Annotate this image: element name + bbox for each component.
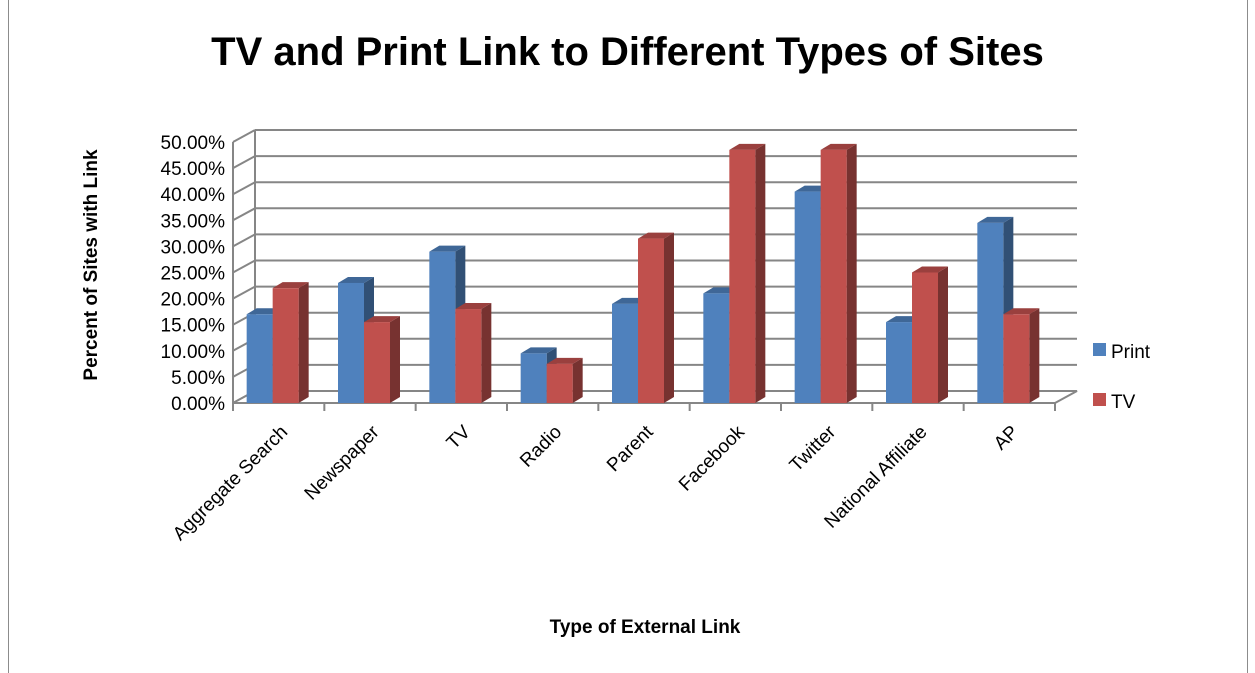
x-tick-label: AP xyxy=(990,422,1023,455)
side-gridline xyxy=(232,259,256,274)
bars xyxy=(246,143,1040,403)
x-tick-label: Aggregate Search xyxy=(169,422,292,545)
legend-swatch-tv xyxy=(1093,393,1106,406)
side-gridline xyxy=(232,285,256,300)
chart-frame xyxy=(8,0,1248,673)
y-tick-label: 5.00% xyxy=(171,368,225,389)
bar-tv-1 xyxy=(364,316,400,403)
x-axis-label: Type of External Link xyxy=(550,617,741,638)
bar-tv-7 xyxy=(912,266,948,403)
side-gridline xyxy=(232,129,256,143)
y-tick-label: 15.00% xyxy=(161,316,226,337)
y-tick-label: 25.00% xyxy=(161,264,226,285)
legend-label-tv: TV xyxy=(1111,392,1136,413)
bar-tv-5 xyxy=(729,143,766,403)
bar-tv-6 xyxy=(820,143,857,403)
side-gridline xyxy=(232,181,256,196)
x-tick-label: Twitter xyxy=(786,421,841,476)
x-tick-label: Parent xyxy=(603,421,658,476)
side-gridline xyxy=(232,155,256,169)
legend-swatch-print xyxy=(1093,343,1106,356)
y-tick-label: 45.00% xyxy=(161,159,226,180)
y-tick-label: 50.00% xyxy=(161,133,226,154)
y-tick-label: 10.00% xyxy=(161,342,226,363)
bar-tv-3 xyxy=(546,357,583,403)
side-gridline xyxy=(232,207,256,222)
legend: Print TV xyxy=(1093,342,1151,413)
y-tick-label: 35.00% xyxy=(161,211,226,232)
y-axis-label: Percent of Sites with Link xyxy=(81,149,102,381)
x-tick-label: Newspaper xyxy=(301,421,384,504)
y-tick-label: 40.00% xyxy=(161,185,226,206)
x-tick-label: Radio xyxy=(516,422,566,472)
bar-tv-0 xyxy=(272,282,309,403)
x-tick-label: Facebook xyxy=(675,421,749,495)
x-tick-label: TV xyxy=(443,421,475,453)
side-gridline xyxy=(232,233,256,248)
y-axis-ticks: 0.00% 5.00% 10.00% 15.00% 20.00% 25.00% 30.00%… xyxy=(161,133,226,415)
bar-tv-8 xyxy=(1003,308,1040,403)
chart-title: TV and Print Link to Different Types of … xyxy=(211,30,1044,74)
y-tick-label: 20.00% xyxy=(161,290,226,311)
bar-tv-2 xyxy=(455,303,492,403)
y-tick-label: 0.00% xyxy=(171,394,225,415)
x-axis-ticks: Aggregate Search Newspaper TV Radio Parent Fa… xyxy=(169,421,1023,545)
bar-tv-4 xyxy=(638,232,674,403)
y-tick-label: 30.00% xyxy=(161,237,226,258)
legend-label-print: Print xyxy=(1111,342,1151,363)
